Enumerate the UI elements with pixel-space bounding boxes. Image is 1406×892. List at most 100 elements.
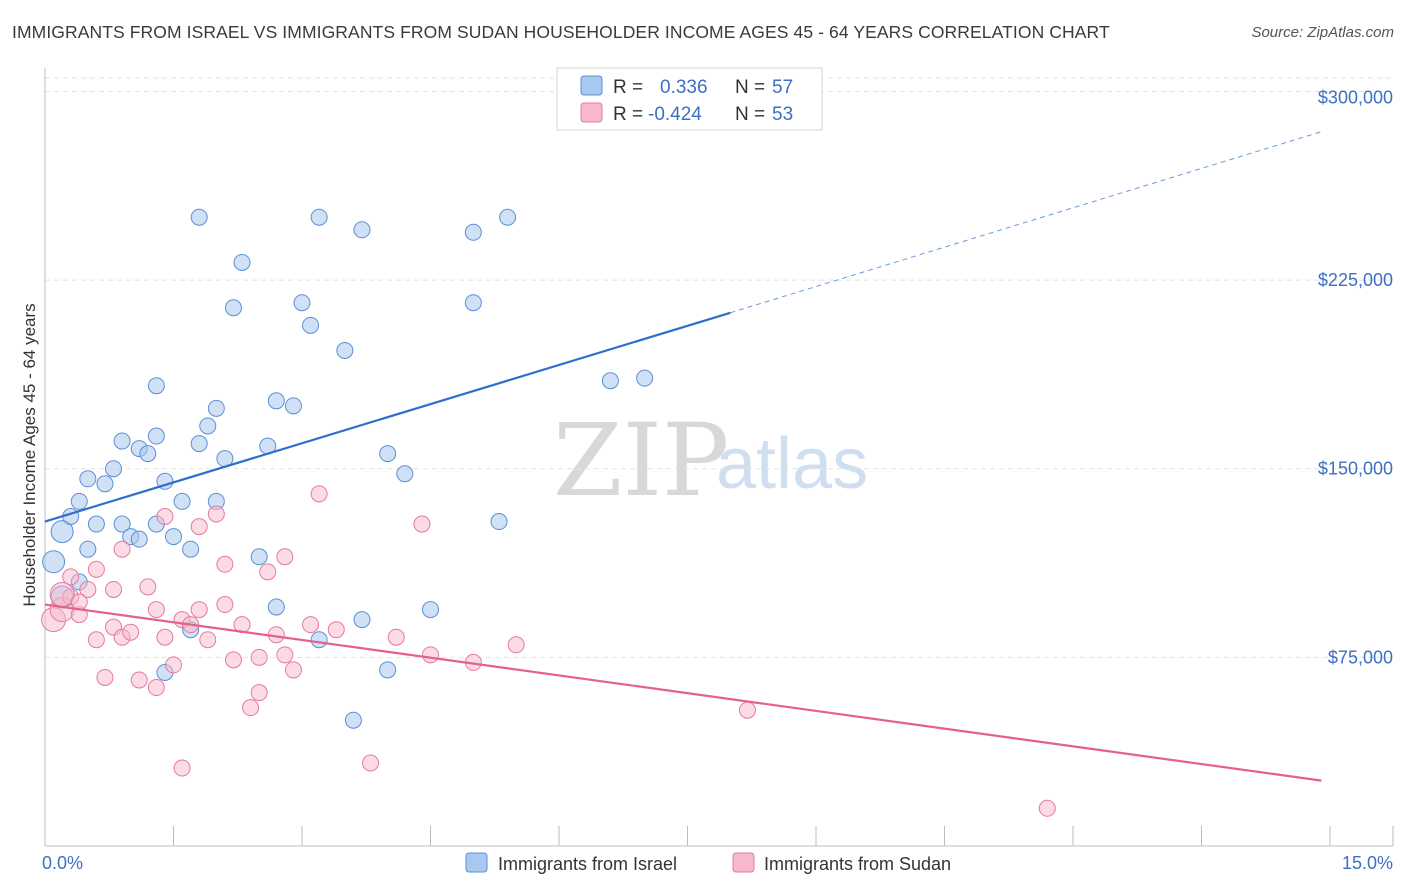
israel-point	[224, 299, 242, 317]
israel-point	[190, 208, 208, 226]
sudan-point	[105, 580, 123, 598]
israel-point	[310, 208, 328, 226]
israel-point	[182, 540, 200, 558]
legend-bottom-label-sudan: Immigrants from Sudan	[764, 854, 951, 874]
sudan-point	[165, 656, 182, 674]
legend-n-label-israel: N =	[735, 77, 765, 98]
sudan-point	[62, 568, 80, 586]
israel-trend-extension	[730, 131, 1322, 314]
sudan-point	[49, 581, 75, 607]
sudan-point	[207, 505, 225, 523]
israel-point	[79, 470, 97, 488]
israel-point	[267, 392, 285, 410]
gridlines	[45, 77, 1393, 658]
israel-point	[379, 445, 397, 463]
israel-point	[113, 432, 131, 450]
sudan-point	[242, 699, 260, 717]
sudan-point	[147, 679, 165, 697]
legend-top: R = 0.336 N = 57 R = -0.424 N = 53	[556, 67, 823, 131]
legend-r-label-sudan: R =	[613, 104, 643, 125]
sudan-point	[422, 646, 439, 664]
israel-point	[147, 377, 165, 395]
israel-point	[165, 528, 182, 546]
israel-point	[293, 294, 311, 312]
sudan-point	[199, 631, 217, 649]
israel-point	[87, 515, 105, 533]
sudan-point	[156, 508, 174, 526]
israel-point	[139, 445, 157, 463]
israel-point	[199, 417, 217, 435]
sudan-point	[302, 616, 320, 634]
israel-point	[173, 492, 191, 510]
israel-point	[96, 475, 114, 493]
y-tick-labels: $75,000 $150,000 $225,000 $300,000	[1318, 87, 1393, 667]
israel-point	[190, 435, 208, 453]
x-tick-label-min: 0.0%	[42, 853, 83, 873]
israel-point	[113, 515, 131, 533]
sudan-point	[507, 636, 525, 654]
trend-lines	[44, 131, 1322, 782]
legend-n-value-sudan: 53	[772, 104, 793, 125]
israel-points	[42, 208, 654, 729]
watermark: ZIP atlas	[553, 402, 868, 519]
israel-point	[464, 223, 482, 241]
israel-point	[42, 550, 66, 574]
legend-swatch-sudan	[580, 102, 603, 123]
israel-point	[79, 540, 97, 558]
israel-point	[284, 397, 302, 415]
sudan-point	[139, 578, 157, 596]
legend-bottom: Immigrants from Israel Immigrants from S…	[465, 852, 951, 874]
y-tick-label: $300,000	[1318, 87, 1393, 107]
sudan-point	[738, 701, 756, 719]
sudan-point	[79, 580, 97, 598]
y-tick-label: $75,000	[1328, 647, 1393, 667]
sudan-point	[190, 518, 208, 536]
sudan-points	[41, 485, 1056, 817]
sudan-point	[113, 540, 131, 558]
israel-point	[267, 598, 285, 616]
sudan-point	[216, 596, 234, 614]
y-tick-label: $150,000	[1318, 459, 1393, 479]
watermark-zip: ZIP	[553, 402, 729, 519]
israel-point	[353, 221, 371, 239]
israel-point	[130, 530, 148, 548]
y-axis-title: Householder Income Ages 45 - 64 years	[20, 303, 39, 606]
sudan-point	[1038, 799, 1056, 817]
legend-swatch-israel	[580, 75, 603, 96]
sudan-point	[96, 668, 114, 686]
israel-point	[310, 631, 328, 649]
sudan-point	[173, 759, 191, 777]
israel-point	[464, 294, 482, 312]
israel-point	[636, 369, 654, 387]
israel-point	[70, 492, 88, 510]
sudan-point	[190, 601, 208, 619]
sudan-point	[216, 555, 234, 573]
israel-point	[105, 460, 123, 478]
legend-bottom-swatch-sudan	[732, 852, 755, 873]
israel-point	[250, 548, 268, 566]
sudan-point	[147, 601, 165, 619]
israel-point	[344, 711, 362, 729]
israel-point	[601, 372, 619, 390]
chart-source: Source: ZipAtlas.com	[1251, 24, 1394, 41]
sudan-point	[259, 563, 277, 581]
israel-point	[422, 601, 439, 619]
israel-point	[207, 399, 225, 417]
legend-n-label-sudan: N =	[735, 104, 765, 125]
israel-trend-line	[44, 311, 731, 523]
x-tick-label-max: 15.0%	[1342, 853, 1393, 873]
israel-point	[490, 513, 508, 531]
legend-r-label-israel: R =	[613, 77, 643, 98]
sudan-point	[276, 548, 294, 566]
israel-point	[147, 427, 165, 445]
sudan-point	[310, 485, 328, 503]
israel-point	[396, 465, 414, 483]
legend-r-value-israel: 0.336	[660, 77, 708, 98]
israel-point	[336, 342, 354, 360]
legend-r-value-sudan: -0.424	[648, 104, 702, 125]
sudan-point	[327, 621, 345, 639]
israel-point	[353, 611, 371, 629]
sudan-point	[130, 671, 148, 689]
sudan-point	[387, 628, 405, 646]
